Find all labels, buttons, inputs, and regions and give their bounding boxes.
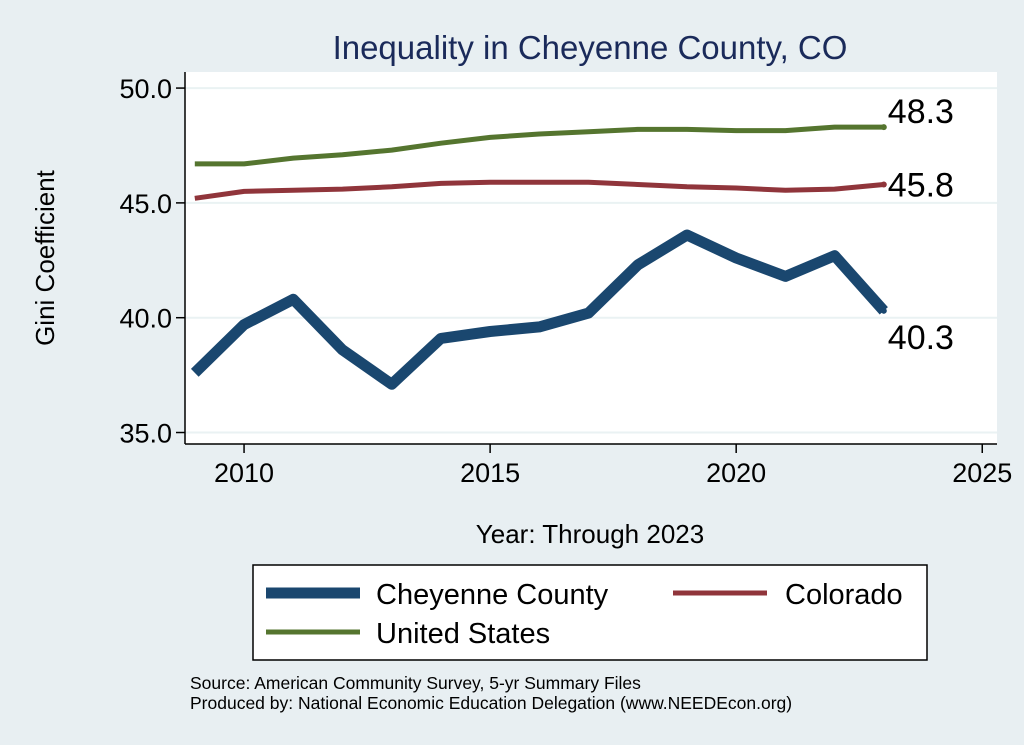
end-label-united-states: 48.3 bbox=[888, 93, 954, 131]
series-endpoint-united-states bbox=[880, 124, 887, 131]
y-axis-title: Gini Coefficient bbox=[30, 169, 60, 346]
legend-box bbox=[252, 564, 928, 661]
x-tick-label-2015: 2015 bbox=[460, 458, 520, 488]
chart-title: Inequality in Cheyenne County, CO bbox=[333, 29, 848, 66]
x-tick-label-2020: 2020 bbox=[706, 458, 766, 488]
y-tick-label-45: 45.0 bbox=[119, 189, 172, 219]
source-note: Source: American Community Survey, 5-yr … bbox=[190, 673, 641, 693]
legend: Cheyenne County Colorado United States bbox=[252, 564, 928, 661]
end-label-cheyenne-county: 40.3 bbox=[888, 319, 954, 357]
x-tick-label-2025: 2025 bbox=[952, 458, 1012, 488]
x-tick-label-2010: 2010 bbox=[214, 458, 274, 488]
y-tick-label-40: 40.0 bbox=[119, 304, 172, 334]
series-line-colorado bbox=[194, 179, 885, 201]
y-axis: 35.0 40.0 45.0 50.0 bbox=[119, 74, 185, 449]
end-label-colorado: 45.8 bbox=[888, 167, 954, 205]
legend-label-cheyenne-county: Cheyenne County bbox=[376, 579, 609, 611]
series-lines bbox=[190, 124, 888, 390]
end-labels: 48.3 45.8 40.3 bbox=[888, 93, 954, 357]
legend-label-colorado: Colorado bbox=[785, 579, 903, 611]
series-line-united-states bbox=[194, 124, 884, 167]
y-tick-label-50: 50.0 bbox=[119, 74, 172, 104]
series-endpoint-colorado bbox=[880, 181, 887, 188]
series-line-cheyenne-county bbox=[190, 229, 888, 390]
y-tick-label-35: 35.0 bbox=[119, 419, 172, 449]
x-axis: 2010 2015 2020 2025 bbox=[214, 444, 1012, 488]
legend-label-united-states: United States bbox=[376, 618, 550, 650]
series-endpoint-cheyenne-county bbox=[880, 307, 887, 314]
producer-note: Produced by: National Economic Education… bbox=[190, 693, 792, 713]
x-axis-title: Year: Through 2023 bbox=[476, 519, 704, 549]
